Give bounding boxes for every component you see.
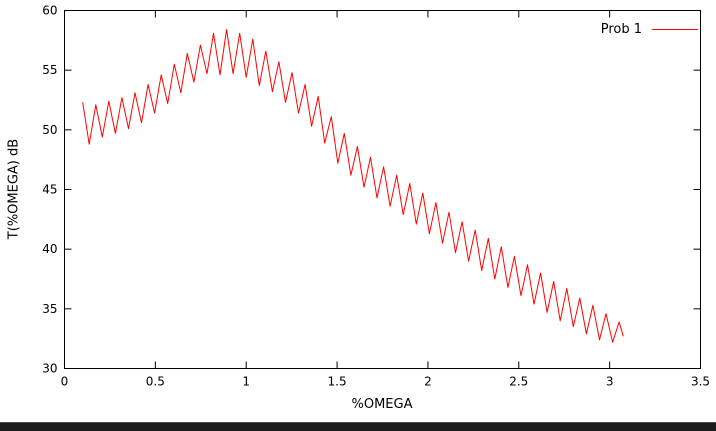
series-line	[82, 29, 624, 343]
y-axis-label: T(%OMEGA) dB	[6, 138, 22, 240]
y-tick-label: 40	[42, 242, 57, 256]
legend-label: Prob 1	[600, 22, 642, 37]
y-tick-label: 50	[42, 123, 57, 137]
legend-line-swatch	[652, 29, 698, 30]
x-tick-label: 1.5	[328, 375, 347, 389]
y-tick-label: 30	[42, 362, 57, 376]
x-tick-label: 2	[424, 375, 432, 389]
y-tick-label: 45	[42, 183, 57, 197]
plot-border	[64, 10, 701, 369]
x-tick-label: 3.5	[691, 375, 710, 389]
x-tick-label: 0	[61, 375, 69, 389]
chart: 0 0.5 1 1.5 2 2.5 3 3.5 30 35 40 45 50 55 60 T(%OMEGA)…	[6, 4, 711, 413]
x-tick-label: 0.5	[146, 375, 165, 389]
y-tick-label: 60	[42, 4, 57, 18]
legend: Prob 1	[601, 22, 698, 37]
plot-canvas: 0 0.5 1 1.5 2 2.5 3 3.5 30 35 40 45 50 55 60	[42, 4, 710, 389]
y-tick-label: 55	[42, 63, 57, 77]
x-tick-label: 1	[242, 375, 250, 389]
y-tick-label: 35	[42, 302, 57, 316]
window-bottom-edge	[0, 422, 716, 431]
x-tick-label: 3	[606, 375, 614, 389]
x-tick-label: 2.5	[509, 375, 528, 389]
x-axis-label: %OMEGA	[351, 397, 413, 412]
